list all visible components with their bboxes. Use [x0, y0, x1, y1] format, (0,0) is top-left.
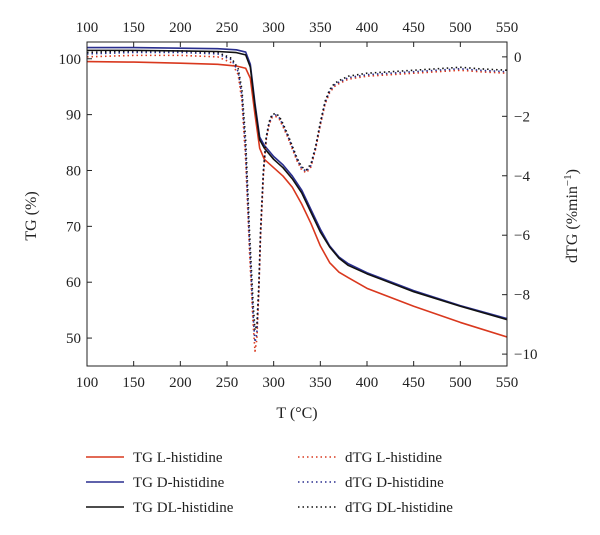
x-tick-label-top: 450 [402, 20, 425, 36]
y-right-tick-label: −6 [514, 228, 530, 244]
legend-label-dtg-l-histidine: dTG L-histidine [345, 450, 442, 466]
series-line-dtg-d-histidine [87, 51, 507, 344]
series-line-tg-d-histidine [87, 46, 507, 320]
x-tick-label-top: 300 [262, 20, 285, 36]
y-right-tick-label: −8 [514, 288, 530, 304]
y-left-tick-label: 70 [66, 219, 81, 235]
y-right-axis-title: dTG (%min−1) [562, 169, 581, 263]
legend-label-dtg-dl-histidine: dTG DL-histidine [345, 500, 453, 516]
series-line-tg-l-histidine [87, 60, 507, 338]
ticks-layer: 100 100 150 150 200 200 250 250 300 300 350 350 400 4… [59, 20, 538, 391]
x-tick-label-bottom: 400 [356, 375, 379, 391]
legend-label-dtg-d-histidine: dTG D-histidine [345, 475, 444, 491]
y-right-axis-title-close: ) [564, 169, 581, 174]
x-tick-label-bottom: 100 [76, 375, 99, 391]
plot-frame [86, 41, 508, 367]
x-tick-label-bottom: 500 [449, 375, 472, 391]
x-tick-label-top: 350 [309, 20, 332, 36]
x-tick-label-top: 200 [169, 20, 192, 36]
x-tick-label-bottom: 150 [122, 375, 145, 391]
y-left-axis-title: TG (%) [23, 191, 40, 240]
x-axis-title: T (°C) [276, 405, 317, 422]
x-tick-label-bottom: 250 [216, 375, 239, 391]
y-left-tick-label: 50 [66, 331, 81, 347]
series-layer [87, 46, 507, 352]
x-tick-label-bottom: 450 [402, 375, 425, 391]
x-tick-label-top: 100 [76, 20, 99, 36]
x-tick-label-top: 400 [356, 20, 379, 36]
y-right-tick-label: −2 [514, 109, 530, 125]
y-right-axis-title-sup: −1 [562, 174, 574, 186]
x-tick-label-top: 150 [122, 20, 145, 36]
x-tick-label-top: 500 [449, 20, 472, 36]
x-tick-label-bottom: 350 [309, 375, 332, 391]
x-tick-label-bottom: 200 [169, 375, 192, 391]
y-right-axis-title-main: dTG (%min [564, 186, 581, 263]
legend-label-tg-d-histidine: TG D-histidine [133, 475, 225, 491]
y-right-tick-label: −10 [514, 347, 537, 363]
y-left-tick-label: 60 [66, 275, 81, 291]
legend: TG L-histidine TG D-histidine TG DL-histid… [86, 450, 453, 516]
y-right-tick-label: 0 [514, 50, 522, 66]
legend-label-tg-l-histidine: TG L-histidine [133, 450, 223, 466]
x-tick-label-top: 250 [216, 20, 239, 36]
legend-label-tg-dl-histidine: TG DL-histidine [133, 500, 234, 516]
x-tick-label-bottom: 300 [262, 375, 285, 391]
x-tick-label-top: 550 [496, 20, 519, 36]
y-left-tick-label: 80 [66, 163, 81, 179]
y-left-tick-label: 100 [59, 52, 82, 68]
series-line-tg-dl-histidine [87, 49, 507, 321]
series-line-dtg-dl-histidine [87, 50, 507, 332]
series-line-dtg-l-histidine [87, 54, 507, 352]
y-left-tick-label: 90 [66, 108, 81, 124]
x-tick-label-bottom: 550 [496, 375, 519, 391]
y-right-tick-label: −4 [514, 169, 530, 185]
